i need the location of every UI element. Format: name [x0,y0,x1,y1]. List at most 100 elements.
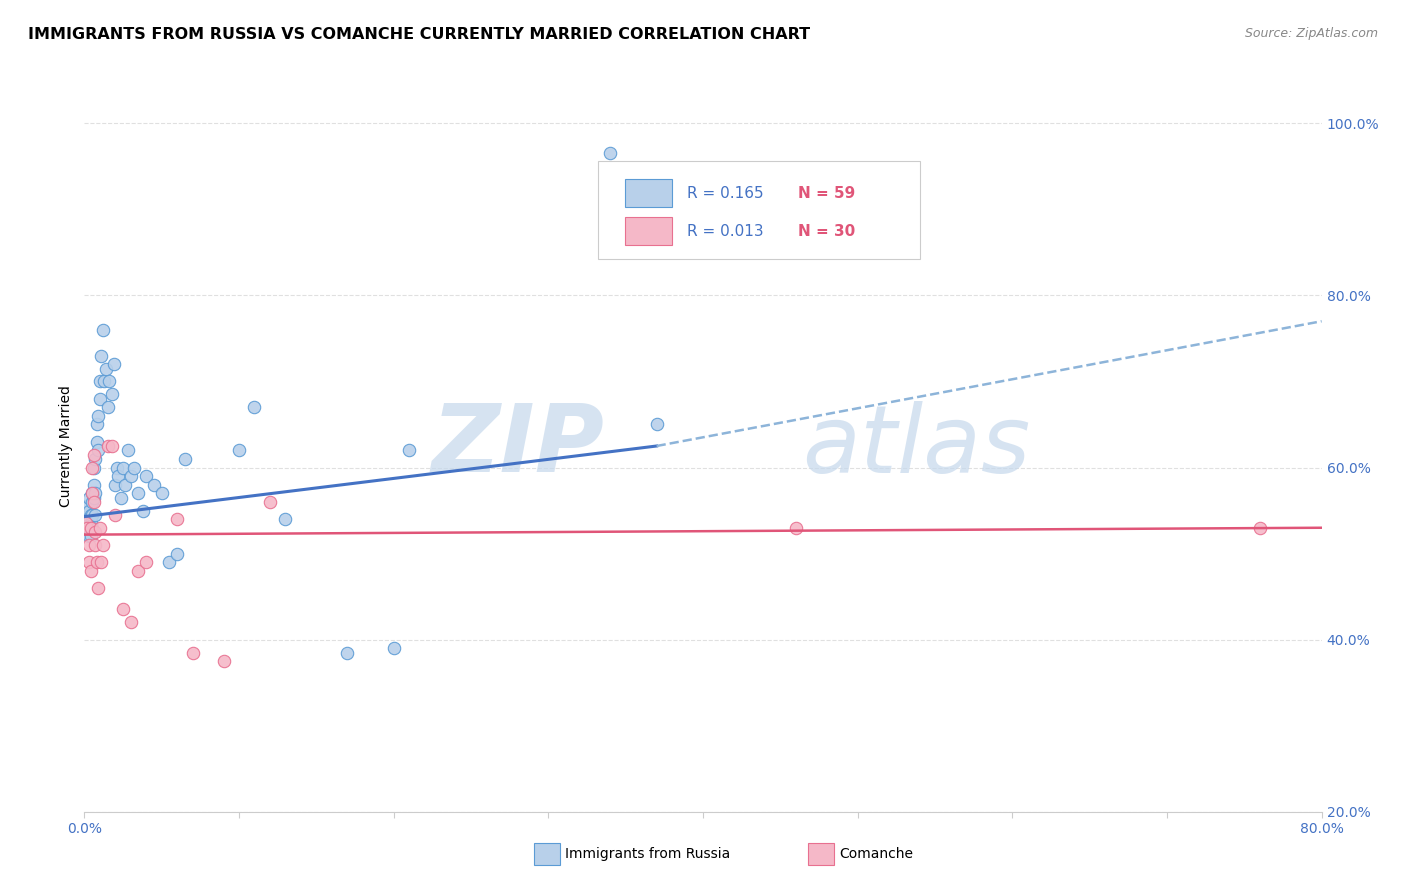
Text: R = 0.013: R = 0.013 [688,224,763,239]
Y-axis label: Currently Married: Currently Married [59,385,73,507]
FancyBboxPatch shape [626,179,672,207]
Point [87,581,110,595]
Point [181,646,204,660]
Point [86,555,108,569]
Text: R = 0.165: R = 0.165 [688,186,763,201]
Point [103,357,125,371]
Point [79,521,101,535]
Text: ZIP: ZIP [432,400,605,492]
Point [79,564,101,578]
Point [1249,521,1271,535]
Point [82,521,104,535]
Point [110,491,132,505]
Point [135,555,157,569]
Point [75,516,97,531]
Point [89,521,111,535]
Point [101,387,124,401]
Point [77,491,100,505]
Point [79,516,101,531]
Point [77,538,100,552]
Point [105,460,128,475]
Text: Immigrants from Russia: Immigrants from Russia [565,847,731,861]
Point [82,508,104,522]
Point [84,508,107,522]
Point [382,641,405,656]
Point [166,547,188,561]
Point [84,451,107,466]
Point [114,477,136,491]
Point [83,477,105,491]
Text: atlas: atlas [801,401,1031,491]
Point [75,512,97,526]
Point [159,555,180,569]
Point [228,443,250,458]
Point [96,439,118,453]
Point [82,460,104,475]
Point [77,503,100,517]
Point [89,375,111,389]
Point [120,615,142,630]
Point [101,439,124,453]
Point [87,409,110,423]
Point [84,524,107,539]
Point [98,375,121,389]
Point [77,555,100,569]
Point [212,654,235,668]
Point [120,469,142,483]
Point [104,508,127,522]
Point [86,434,108,449]
Point [93,375,115,389]
Point [76,500,98,514]
Point [82,495,104,509]
Point [79,529,101,543]
Point [274,512,297,526]
Point [77,529,100,543]
Point [166,512,188,526]
Point [94,361,117,376]
Point [96,401,118,415]
Point [87,443,110,458]
Point [79,521,101,535]
Point [76,521,98,535]
Text: IMMIGRANTS FROM RUSSIA VS COMANCHE CURRENTLY MARRIED CORRELATION CHART: IMMIGRANTS FROM RUSSIA VS COMANCHE CURRE… [28,27,810,42]
Point [174,451,197,466]
Point [90,349,112,363]
Point [117,443,139,458]
Point [127,486,149,500]
Point [112,460,135,475]
Point [243,401,266,415]
Text: N = 59: N = 59 [799,186,855,201]
Point [91,538,114,552]
Point [89,392,111,406]
Point [91,323,114,337]
Point [112,602,135,616]
Point [135,469,157,483]
Point [259,495,281,509]
Point [82,486,104,500]
Point [599,146,621,161]
Point [132,503,155,517]
Text: Source: ZipAtlas.com: Source: ZipAtlas.com [1244,27,1378,40]
Point [83,491,105,505]
Point [82,486,104,500]
Point [76,508,98,522]
Point [107,469,129,483]
Point [122,460,145,475]
Point [83,460,105,475]
Point [785,521,807,535]
Point [143,477,166,491]
Point [79,508,101,522]
Point [127,564,149,578]
Text: N = 30: N = 30 [799,224,855,239]
Point [398,443,420,458]
Point [150,486,173,500]
FancyBboxPatch shape [598,161,920,260]
Text: Comanche: Comanche [839,847,914,861]
Point [83,448,105,462]
Point [104,477,127,491]
Point [83,495,105,509]
Point [84,486,107,500]
Point [336,646,359,660]
Point [645,417,668,432]
Point [90,555,112,569]
